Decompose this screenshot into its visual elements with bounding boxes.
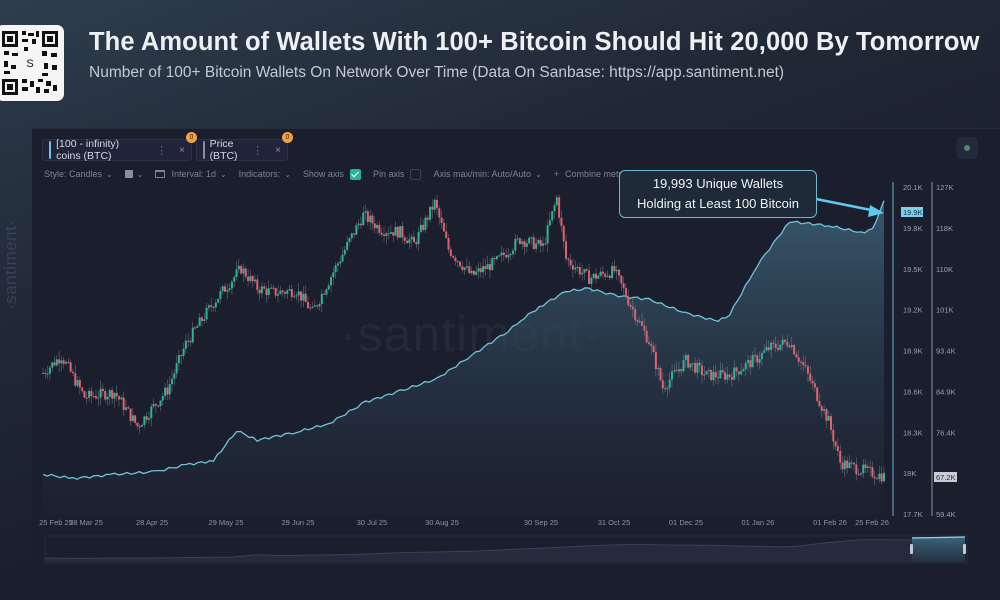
metric-badge: 0 [186, 132, 197, 143]
svg-text:59.4K: 59.4K [936, 510, 956, 519]
svg-text:28 Mar 25: 28 Mar 25 [69, 518, 103, 527]
wallets-area-series [42, 200, 885, 514]
metric-label: [100 - infinity) coins (BTC) [56, 138, 120, 162]
close-icon[interactable]: × [275, 144, 281, 156]
svg-text:20.1K: 20.1K [903, 183, 923, 192]
annotation-callout: 19,993 Unique Wallets Holding at Least 1… [619, 170, 817, 218]
svg-text:17.7K: 17.7K [903, 510, 923, 519]
svg-text:29 May 25: 29 May 25 [208, 518, 243, 527]
metric-color-bar [49, 141, 52, 159]
pin-axis-checkbox[interactable] [410, 168, 422, 180]
svg-text:30 Jul 25: 30 Jul 25 [357, 518, 387, 527]
chevron-down-icon: ⌄ [219, 169, 227, 179]
svg-text:28 Apr 25: 28 Apr 25 [136, 518, 168, 527]
metric-label: Price (BTC) [209, 138, 238, 162]
callout-line-2: Holding at Least 100 Bitcoin [637, 196, 799, 211]
plus-icon: + [553, 169, 559, 179]
svg-text:30 Sep 25: 30 Sep 25 [524, 518, 558, 527]
svg-text:84.9K: 84.9K [936, 387, 956, 396]
svg-text:19.9K: 19.9K [903, 208, 923, 217]
svg-text:18.6K: 18.6K [903, 387, 923, 396]
price-candles-series [42, 194, 885, 486]
svg-text:19.5K: 19.5K [903, 265, 923, 274]
header: S The Amount of Wallets With 100+ Bitcoi… [0, 0, 1000, 110]
svg-text:29 Jun 25: 29 Jun 25 [282, 518, 315, 527]
svg-text:93.4K: 93.4K [936, 347, 956, 356]
status-dot-icon [964, 145, 970, 151]
svg-text:118K: 118K [936, 224, 953, 233]
svg-text:01 Dec 25: 01 Dec 25 [669, 518, 703, 527]
metric-chip-wallets[interactable]: [100 - infinity) coins (BTC) ⋮ × 0 [42, 132, 197, 162]
close-icon[interactable]: × [179, 144, 185, 156]
time-navigator[interactable] [44, 535, 968, 564]
callout-line-1: 19,993 Unique Wallets [652, 176, 784, 191]
color-dropdown[interactable]: ⌄ [124, 169, 144, 179]
page-title: The Amount of Wallets With 100+ Bitcoin … [89, 28, 980, 56]
chart-toolbar: Style: Candles ⌄ ⌄ Interval: 1d ⌄ Indicato… [44, 167, 645, 181]
metric-chip-price[interactable]: Price (BTC) ⋮ × 0 [196, 132, 293, 162]
more-options-icon[interactable]: ⋮ [156, 144, 168, 157]
svg-text:25 Feb 25: 25 Feb 25 [39, 518, 73, 527]
metric-color-bar [203, 141, 205, 159]
status-indicator-button[interactable] [956, 137, 978, 159]
show-axis-checkbox[interactable] [349, 168, 361, 180]
more-options-icon[interactable]: ⋮ [252, 144, 264, 157]
svg-text:127K: 127K [936, 183, 954, 192]
svg-text:01 Jan 26: 01 Jan 26 [742, 518, 775, 527]
svg-text:19.2K: 19.2K [903, 306, 923, 315]
axis-maxmin-dropdown[interactable]: Axis max/min: Auto/Auto ⌄ [433, 169, 542, 179]
svg-text:25 Feb 26: 25 Feb 26 [855, 518, 889, 527]
svg-text:67.2K: 67.2K [936, 473, 956, 482]
combine-metrics-button[interactable]: + Combine metrics [553, 169, 633, 179]
calendar-icon [155, 170, 166, 178]
metric-badge: 0 [282, 132, 293, 143]
pin-axis-toggle[interactable]: Pin axis [373, 168, 422, 180]
svg-text:19.8K: 19.8K [903, 224, 923, 233]
svg-text:01 Feb 26: 01 Feb 26 [813, 518, 847, 527]
axes: 20.1K 19.8K 19.5K 19.2K 18.9K 18.6K 18.3K 18K 17… [39, 182, 957, 527]
svg-text:76.4K: 76.4K [936, 428, 956, 437]
svg-text:18.3K: 18.3K [903, 428, 923, 437]
indicators-dropdown[interactable]: Indicators: ⌄ [238, 169, 291, 179]
svg-text:30 Aug 25: 30 Aug 25 [425, 518, 459, 527]
page-subtitle: Number of 100+ Bitcoin Wallets On Networ… [89, 64, 785, 81]
qr-code-icon: S [0, 25, 64, 101]
show-axis-toggle[interactable]: Show axis [303, 168, 361, 180]
svg-text:18.9K: 18.9K [903, 347, 923, 356]
interval-dropdown[interactable]: Interval: 1d ⌄ [155, 169, 227, 179]
svg-text:S: S [26, 58, 33, 70]
chevron-down-icon: ⌄ [136, 169, 144, 179]
svg-text:18K: 18K [903, 469, 916, 478]
callout-arrow-icon [815, 197, 884, 217]
svg-text:31 Oct 25: 31 Oct 25 [598, 518, 631, 527]
chevron-down-icon: ⌄ [535, 169, 542, 179]
color-swatch-icon [124, 170, 133, 178]
style-dropdown[interactable]: Style: Candles ⌄ [44, 169, 113, 179]
chevron-down-icon: ⌄ [106, 169, 113, 179]
svg-text:101K: 101K [936, 306, 954, 315]
svg-text:110K: 110K [936, 265, 953, 274]
chevron-down-icon: ⌄ [284, 169, 291, 179]
